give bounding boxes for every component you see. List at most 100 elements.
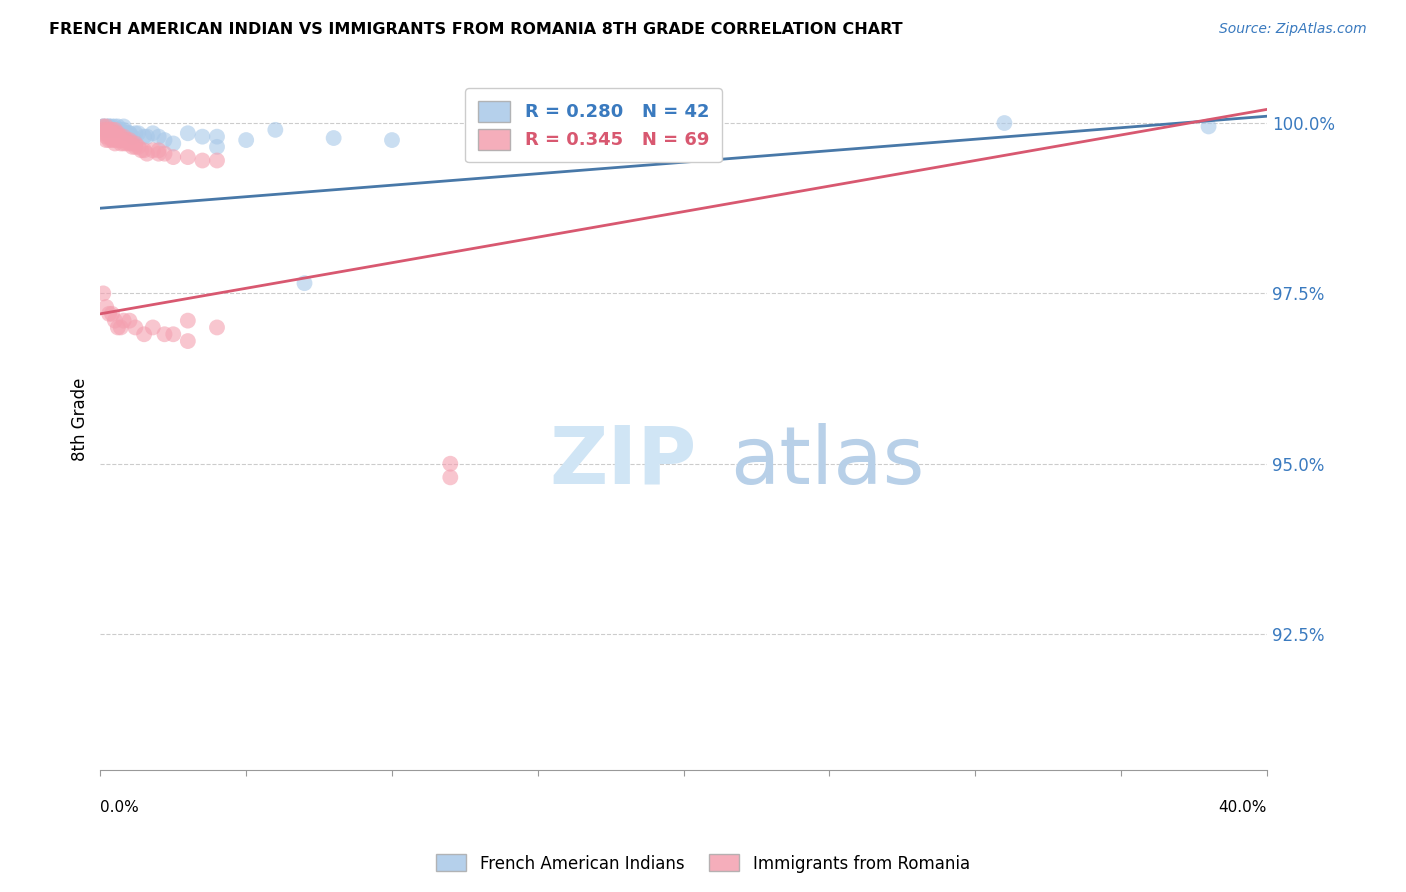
Point xyxy=(112,313,135,327)
Point xyxy=(121,136,143,151)
Point xyxy=(264,123,287,137)
Point xyxy=(148,129,170,144)
Point xyxy=(107,120,129,134)
Point xyxy=(110,136,132,151)
Point xyxy=(96,129,118,144)
Point xyxy=(110,123,132,137)
Point xyxy=(124,320,146,334)
Point xyxy=(112,129,135,144)
Point xyxy=(96,120,118,134)
Point xyxy=(118,136,141,151)
Point xyxy=(104,129,127,144)
Point xyxy=(98,123,121,137)
Point xyxy=(142,320,165,334)
Point xyxy=(124,136,146,151)
Point xyxy=(162,327,184,342)
Point xyxy=(107,129,129,144)
Text: atlas: atlas xyxy=(730,423,925,500)
Point xyxy=(104,120,127,134)
Point xyxy=(381,133,404,147)
Point xyxy=(468,136,491,151)
Point xyxy=(205,129,228,144)
Point xyxy=(439,457,461,471)
Text: FRENCH AMERICAN INDIAN VS IMMIGRANTS FROM ROMANIA 8TH GRADE CORRELATION CHART: FRENCH AMERICAN INDIAN VS IMMIGRANTS FRO… xyxy=(49,22,903,37)
Point xyxy=(118,133,141,147)
Point xyxy=(110,320,132,334)
Point xyxy=(104,136,127,151)
Point xyxy=(91,123,114,137)
Point xyxy=(91,120,114,134)
Point xyxy=(118,313,141,327)
Point xyxy=(91,126,114,140)
Text: 40.0%: 40.0% xyxy=(1219,800,1267,815)
Point xyxy=(112,133,135,147)
Point xyxy=(153,327,176,342)
Point xyxy=(98,120,121,134)
Point xyxy=(177,126,200,140)
Legend: R = 0.280   N = 42, R = 0.345   N = 69: R = 0.280 N = 42, R = 0.345 N = 69 xyxy=(465,88,721,162)
Point xyxy=(148,146,170,161)
Point xyxy=(205,153,228,168)
Point xyxy=(643,129,665,144)
Point xyxy=(107,133,129,147)
Point xyxy=(96,123,118,137)
Point xyxy=(107,126,129,140)
Point xyxy=(101,126,124,140)
Point xyxy=(98,126,121,140)
Point xyxy=(96,123,118,137)
Point xyxy=(107,320,129,334)
Point xyxy=(104,123,127,137)
Legend: French American Indians, Immigrants from Romania: French American Indians, Immigrants from… xyxy=(430,847,976,880)
Point xyxy=(98,133,121,147)
Point xyxy=(162,150,184,164)
Point xyxy=(322,131,344,145)
Point xyxy=(993,116,1015,130)
Point xyxy=(110,129,132,144)
Point xyxy=(124,126,146,140)
Text: 0.0%: 0.0% xyxy=(100,800,139,815)
Point xyxy=(96,300,118,314)
Point xyxy=(104,313,127,327)
Point xyxy=(104,126,127,140)
Point xyxy=(115,126,138,140)
Point xyxy=(115,133,138,147)
Point xyxy=(96,126,118,140)
Point xyxy=(439,470,461,484)
Text: ZIP: ZIP xyxy=(550,423,697,500)
Point xyxy=(142,143,165,157)
Point xyxy=(91,286,114,301)
Point xyxy=(162,136,184,151)
Point xyxy=(235,133,257,147)
Point xyxy=(98,120,121,134)
Point xyxy=(129,143,152,157)
Point xyxy=(101,133,124,147)
Point xyxy=(121,140,143,154)
Point xyxy=(555,133,578,147)
Y-axis label: 8th Grade: 8th Grade xyxy=(72,377,89,461)
Point xyxy=(96,123,118,137)
Point xyxy=(98,129,121,144)
Point xyxy=(96,133,118,147)
Point xyxy=(96,120,118,134)
Point xyxy=(101,123,124,137)
Point xyxy=(132,327,155,342)
Point xyxy=(112,123,135,137)
Point xyxy=(101,307,124,321)
Point xyxy=(112,120,135,134)
Point xyxy=(101,120,124,134)
Point xyxy=(121,129,143,144)
Point xyxy=(1198,120,1220,134)
Point xyxy=(142,126,165,140)
Point xyxy=(118,126,141,140)
Point xyxy=(110,133,132,147)
Point xyxy=(101,129,124,144)
Point xyxy=(177,150,200,164)
Point xyxy=(107,123,129,137)
Point xyxy=(112,136,135,151)
Point xyxy=(191,153,214,168)
Point xyxy=(91,120,114,134)
Point xyxy=(91,120,114,134)
Point xyxy=(177,313,200,327)
Point xyxy=(191,129,214,144)
Point xyxy=(127,140,149,154)
